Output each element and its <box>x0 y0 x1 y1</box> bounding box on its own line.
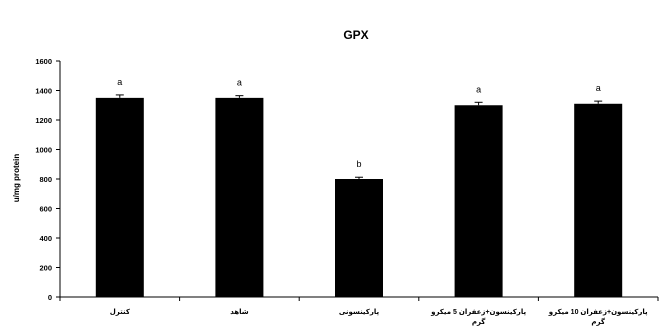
y-axis-label: u/mg protein <box>12 154 21 203</box>
significance-label: a <box>117 77 122 87</box>
bar <box>574 103 623 298</box>
y-tick-label: 600 <box>39 205 52 214</box>
x-category-label: شاهد <box>230 309 249 316</box>
x-category-label: پارکینسونی <box>339 308 380 316</box>
chart-title: GPX <box>343 28 368 42</box>
y-tick-label: 0 <box>48 293 52 302</box>
significance-label: b <box>356 159 361 169</box>
bar <box>95 97 144 297</box>
y-tick-label: 200 <box>39 264 52 273</box>
y-tick-label: 400 <box>39 234 52 243</box>
y-tick-label: 1400 <box>35 87 52 96</box>
bar <box>335 179 383 297</box>
x-category-label: پارکینسون+زعفران 10 میکرو گرم <box>548 308 648 326</box>
significance-label: a <box>476 84 481 94</box>
significance-label: a <box>237 78 242 88</box>
bar <box>454 105 503 297</box>
x-category-label: کنترل <box>110 308 131 316</box>
y-tick-label: 1000 <box>35 146 52 155</box>
bar <box>215 97 264 297</box>
y-tick-label: 800 <box>39 175 52 184</box>
significance-label: a <box>596 83 601 93</box>
y-tick-label: 1600 <box>35 57 52 66</box>
y-tick-label: 1200 <box>35 116 52 125</box>
x-category-label: پارکینسون+زعفران 5 میکرو گرم <box>430 308 526 326</box>
